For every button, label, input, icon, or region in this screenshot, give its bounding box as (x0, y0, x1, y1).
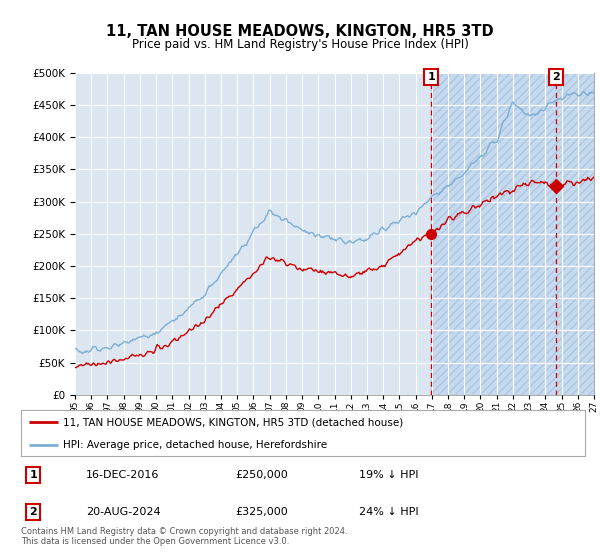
Text: 2: 2 (29, 507, 37, 517)
Text: 1: 1 (29, 470, 37, 480)
Text: 19% ↓ HPI: 19% ↓ HPI (359, 470, 419, 480)
Text: Price paid vs. HM Land Registry's House Price Index (HPI): Price paid vs. HM Land Registry's House … (131, 38, 469, 50)
Text: 24% ↓ HPI: 24% ↓ HPI (359, 507, 419, 517)
Text: 16-DEC-2016: 16-DEC-2016 (86, 470, 159, 480)
Text: 20-AUG-2024: 20-AUG-2024 (86, 507, 160, 517)
Text: HPI: Average price, detached house, Herefordshire: HPI: Average price, detached house, Here… (64, 440, 328, 450)
Text: £325,000: £325,000 (235, 507, 288, 517)
Text: £250,000: £250,000 (235, 470, 288, 480)
Text: 11, TAN HOUSE MEADOWS, KINGTON, HR5 3TD: 11, TAN HOUSE MEADOWS, KINGTON, HR5 3TD (106, 24, 494, 39)
Bar (431, 73, 594, 395)
Bar (431, 73, 594, 395)
Text: 1: 1 (427, 72, 435, 82)
Text: Contains HM Land Registry data © Crown copyright and database right 2024.
This d: Contains HM Land Registry data © Crown c… (21, 526, 347, 546)
Text: 11, TAN HOUSE MEADOWS, KINGTON, HR5 3TD (detached house): 11, TAN HOUSE MEADOWS, KINGTON, HR5 3TD … (64, 417, 404, 427)
Text: 2: 2 (551, 72, 559, 82)
